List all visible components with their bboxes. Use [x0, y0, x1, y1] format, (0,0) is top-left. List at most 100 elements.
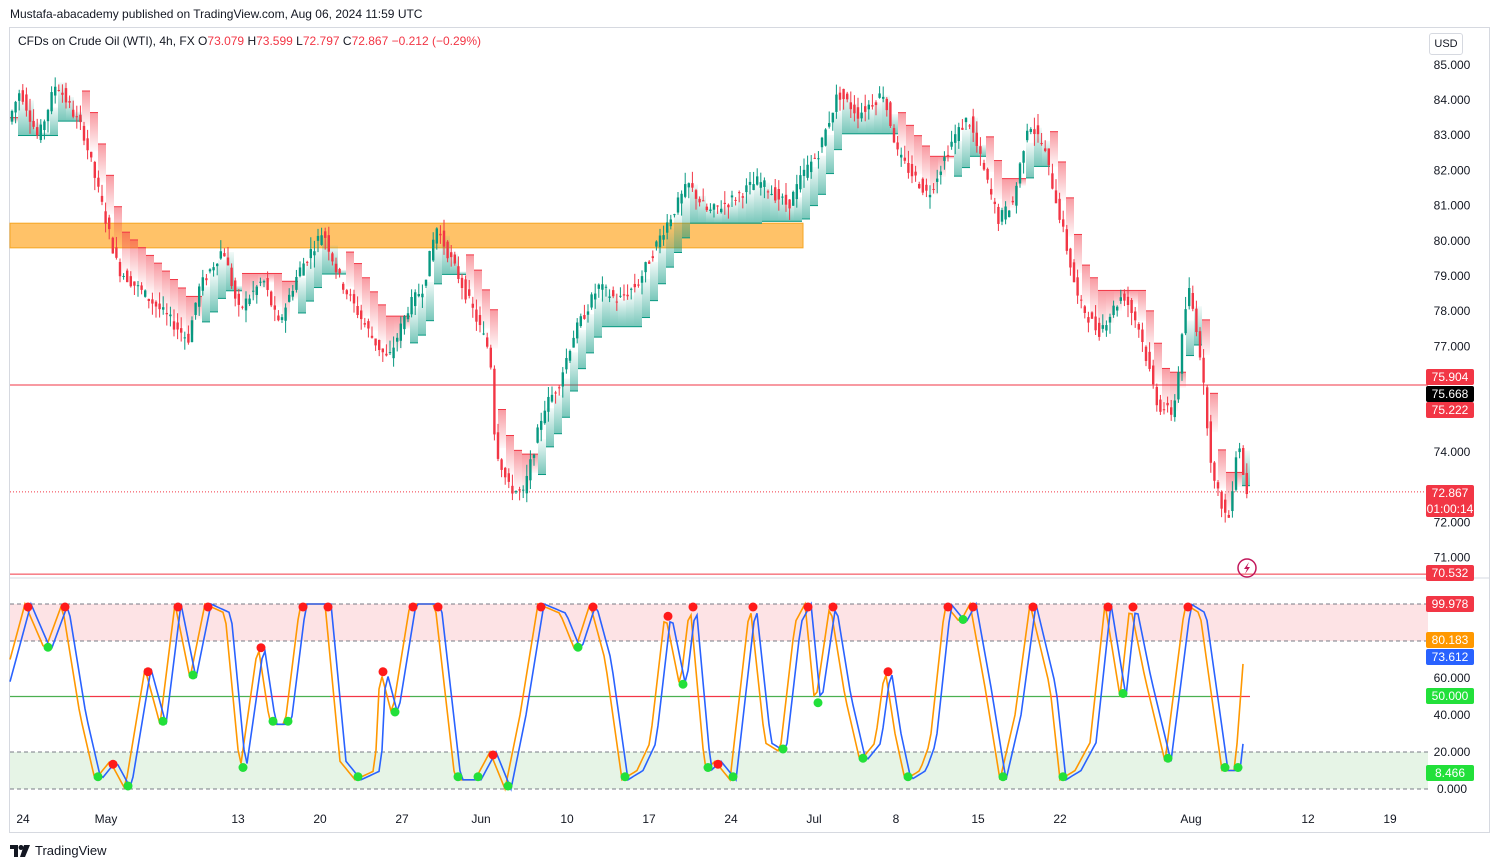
candle-body — [986, 168, 989, 180]
candle-body — [550, 394, 554, 402]
price-tick-label: 74.000 — [1434, 445, 1471, 459]
trailing-band — [994, 160, 1002, 200]
price-tag: 75.904 — [1426, 369, 1474, 385]
currency-button[interactable]: USD — [1429, 33, 1463, 55]
candle-body — [626, 294, 629, 297]
trailing-band — [730, 202, 738, 224]
trailing-band — [562, 378, 570, 418]
candle-body — [1098, 322, 1101, 337]
candle-body — [867, 104, 870, 110]
candle-body — [475, 309, 478, 322]
candle-body — [1040, 143, 1043, 145]
close-value: 72.867 — [351, 34, 389, 48]
high-value: 73.599 — [256, 34, 293, 48]
candle-body — [115, 247, 118, 258]
bearish-cross-dot — [1183, 602, 1193, 612]
candle-body — [1087, 317, 1090, 323]
trailing-band — [602, 287, 610, 327]
change-value: −0.212 (−0.29%) — [391, 34, 482, 48]
bearish-cross-dot — [60, 602, 70, 612]
trailing-band — [802, 180, 810, 219]
price-tag-label: 73.612 — [1432, 650, 1469, 664]
candle-body — [342, 283, 345, 290]
trailing-band — [586, 314, 594, 353]
bullish-cross-dot — [473, 772, 483, 782]
candle-body — [1209, 421, 1212, 463]
candle-body — [597, 284, 600, 289]
candle-body — [885, 98, 888, 111]
bullish-cross-dot — [43, 642, 53, 652]
trailing-band — [682, 199, 690, 238]
candle-body — [802, 169, 806, 177]
candle-body — [360, 310, 363, 320]
trailing-band — [538, 439, 546, 475]
candle-body — [1033, 129, 1036, 135]
trailing-band — [122, 232, 130, 271]
candle-body — [806, 164, 809, 178]
bearish-cross-dot — [1128, 602, 1138, 612]
candle-body — [1224, 499, 1227, 513]
trailing-band — [1098, 290, 1106, 330]
trailing-band — [738, 196, 746, 224]
bullish-cross-dot — [1058, 772, 1068, 782]
trailing-band — [514, 450, 522, 490]
candle-body — [410, 296, 413, 315]
candle-body — [252, 290, 255, 292]
trailing-band — [114, 206, 122, 246]
trailing-band — [1082, 265, 1090, 304]
trailing-band — [834, 110, 842, 150]
candle-body — [727, 204, 730, 208]
candle-body — [194, 302, 197, 315]
lightning-icon — [1237, 558, 1257, 578]
candle-body — [950, 141, 953, 147]
price-tick-label: 85.000 — [1434, 58, 1471, 72]
candle-body — [421, 293, 424, 298]
trailing-band — [986, 136, 994, 173]
candle-body — [1242, 448, 1245, 475]
candle-body — [896, 142, 899, 150]
candle-body — [72, 109, 75, 117]
trailing-band — [42, 132, 50, 136]
stoch-tick-label: 0.000 — [1437, 782, 1467, 796]
candle-body — [864, 106, 867, 112]
grid-lines — [10, 384, 1490, 579]
candle-body — [1130, 299, 1133, 314]
symbol-name[interactable]: CFDs on Crude Oil (WTI), 4h, FX — [18, 34, 195, 48]
candle-body — [205, 278, 208, 281]
trailing-band — [138, 247, 146, 287]
candle-body — [151, 299, 154, 304]
price-tick-label: 78.000 — [1434, 304, 1471, 318]
trailing-band — [106, 175, 114, 215]
trailing-band — [434, 245, 442, 284]
candle-body — [334, 263, 338, 273]
candle-body — [180, 328, 183, 333]
trailing-band — [1210, 393, 1218, 433]
candle-body — [554, 392, 557, 394]
price-tick-label: 79.000 — [1434, 269, 1471, 283]
candle-body — [748, 181, 752, 185]
bullish-cross-dot — [1233, 763, 1243, 772]
trailing-band — [1010, 178, 1018, 208]
candle-body — [831, 112, 834, 123]
trailing-band — [778, 195, 786, 222]
trailing-band — [1026, 142, 1034, 178]
candle-body — [446, 241, 449, 259]
candles — [10, 77, 1250, 523]
candle-body — [900, 154, 903, 158]
candle-body — [198, 286, 201, 307]
candle-body — [482, 333, 485, 335]
price-tag-box — [1426, 632, 1474, 648]
trailing-band — [410, 307, 418, 343]
candle-body — [1220, 491, 1223, 509]
trailing-band — [666, 228, 674, 268]
trailing-band — [298, 277, 306, 313]
high-label: H — [247, 34, 257, 48]
bullish-cross-dot — [283, 716, 293, 726]
candle-body — [14, 101, 17, 113]
trailing-band — [1122, 290, 1130, 299]
candle-body — [378, 339, 381, 351]
bullish-cross-dot — [703, 763, 713, 772]
candle-body — [795, 184, 798, 200]
candle-body — [86, 138, 89, 151]
